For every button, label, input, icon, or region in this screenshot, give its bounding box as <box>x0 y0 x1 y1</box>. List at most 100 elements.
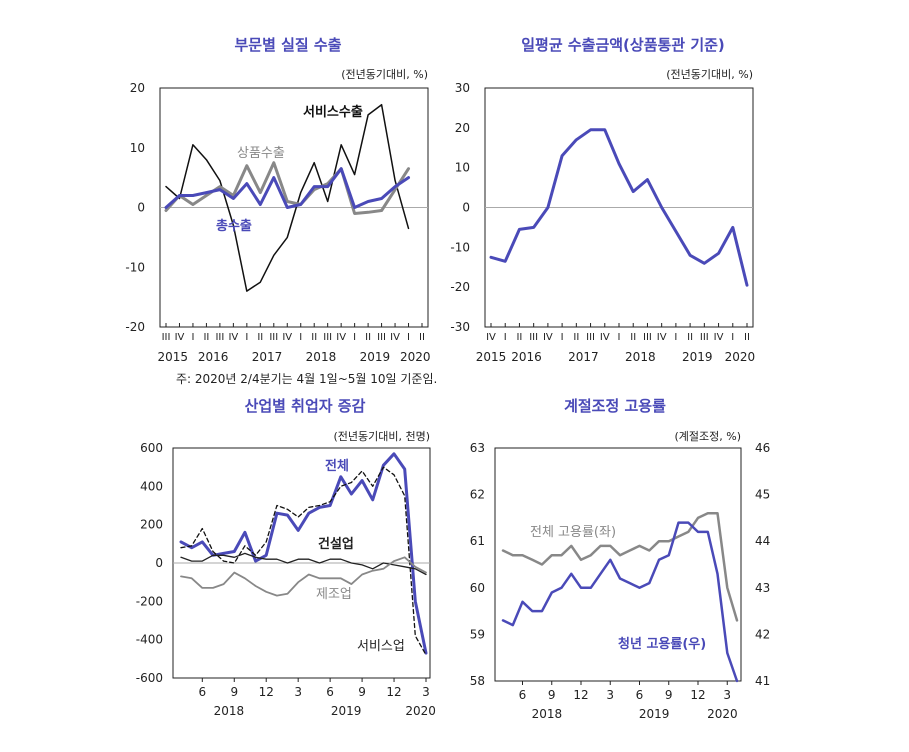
x-year-label: 2017 <box>252 350 283 364</box>
series-line-서비스업 <box>180 466 427 656</box>
x-tick-label: I <box>245 332 248 343</box>
x-tick-label: IV <box>228 332 238 343</box>
y-tick-label: -10 <box>450 240 470 254</box>
y-tick-label: -200 <box>136 594 163 608</box>
x-tick-label: 3 <box>422 685 430 699</box>
y-tick-label: 400 <box>140 479 163 493</box>
x-tick-label: III <box>700 332 709 343</box>
x-tick-label: II <box>365 332 371 343</box>
y-tick-label: -10 <box>125 260 145 274</box>
series-group <box>164 103 410 292</box>
x-year-label: 2019 <box>360 350 391 364</box>
y-tick-label: 20 <box>455 121 470 135</box>
x-tick-label: II <box>516 332 522 343</box>
x-tick-label: I <box>731 332 734 343</box>
label-youth-rate: 청년 고용률(우) <box>618 636 706 652</box>
series-line-제조업 <box>180 556 427 597</box>
footnote: 주: 2020년 2/4분기는 4월 1일~5월 10일 기준임. <box>176 372 437 386</box>
y-tick-label-right: 45 <box>755 488 770 502</box>
y-tick-label: -30 <box>450 320 470 334</box>
y-tick-label: 600 <box>140 441 163 455</box>
y-tick-label: 0 <box>462 201 470 215</box>
x-tick-label: I <box>407 332 410 343</box>
x-year-label: 2018 <box>214 704 245 718</box>
x-tick-label: IV <box>714 332 724 343</box>
y-tick-label-left: 61 <box>470 534 485 548</box>
x-tick-label: II <box>573 332 579 343</box>
y-tick-label: 0 <box>155 556 163 570</box>
series-line-건설업 <box>180 552 427 576</box>
chart-title: 계절조정 고용률 <box>564 397 666 415</box>
label-total-exports: 총수출 <box>216 218 252 234</box>
x-tick-label: II <box>744 332 750 343</box>
x-tick-label: I <box>299 332 302 343</box>
x-year-label: 2018 <box>306 350 337 364</box>
x-tick-label: I <box>674 332 677 343</box>
plot-frame <box>494 447 742 682</box>
x-tick-label: 9 <box>548 688 556 702</box>
x-tick-label: IV <box>543 332 553 343</box>
x-year-label: 2019 <box>639 707 670 721</box>
chart-unit: (전년동기대비, %) <box>666 68 753 81</box>
label-total-rate: 전체 고용률(좌) <box>530 525 616 540</box>
series-line-서비스수출 <box>165 103 410 292</box>
x-tick-label: 9 <box>665 688 673 702</box>
y-tick-label-left: 59 <box>470 627 485 641</box>
x-tick-label: 3 <box>723 688 731 702</box>
y-tick-label: -20 <box>125 320 145 334</box>
x-tick-label: I <box>191 332 194 343</box>
x-tick-label: III <box>586 332 595 343</box>
x-tick-label: II <box>257 332 263 343</box>
x-tick-label: III <box>643 332 652 343</box>
x-axis: 6 9 12 3 6 9 12 3 2018 2019 2020 <box>198 678 436 718</box>
x-year-label: 2020 <box>725 350 756 364</box>
x-tick-label: II <box>687 332 693 343</box>
series-group <box>501 511 739 683</box>
x-tick-label: I <box>561 332 564 343</box>
x-tick-label: III <box>323 332 332 343</box>
y-tick-label: -400 <box>136 633 163 647</box>
x-tick-label: IV <box>175 332 185 343</box>
chart-title: 산업별 취업자 증감 <box>245 397 366 415</box>
label-service-exports: 서비스수출 <box>303 104 363 120</box>
chart-unit: (전년동기대비, %) <box>341 68 428 81</box>
y-axis-right: 41 42 43 44 45 46 <box>755 441 770 688</box>
y-tick-label: 20 <box>130 81 145 95</box>
x-tick-label: IV <box>657 332 667 343</box>
x-year-label: 2017 <box>568 350 599 364</box>
x-tick-label: 12 <box>690 688 705 702</box>
x-tick-label: II <box>630 332 636 343</box>
x-year-label: 2020 <box>400 350 431 364</box>
x-year-label: 2019 <box>331 704 362 718</box>
x-tick-label: II <box>419 332 425 343</box>
series-group <box>179 452 428 656</box>
label-total: 전체 <box>325 458 349 474</box>
label-manufacturing: 제조업 <box>316 587 352 602</box>
label-services: 서비스업 <box>357 639 405 654</box>
x-year-label: 2016 <box>198 350 229 364</box>
x-tick-label: II <box>203 332 209 343</box>
x-tick-label: 9 <box>358 685 366 699</box>
x-tick-label: I <box>618 332 621 343</box>
series-line-전체 고용률(좌) <box>501 511 739 622</box>
y-tick-label: 0 <box>137 201 145 215</box>
label-goods-exports: 상품수출 <box>237 146 285 161</box>
x-tick-label: 12 <box>573 688 588 702</box>
y-axis: -600 -400 -200 0 200 400 600 <box>136 441 163 685</box>
x-tick-label: 3 <box>294 685 302 699</box>
y-tick-label-right: 43 <box>755 581 770 595</box>
y-tick-label: -600 <box>136 671 163 685</box>
x-tick-label: 6 <box>519 688 527 702</box>
x-year-label: 2020 <box>707 707 738 721</box>
series-line-일평균 수출금액 <box>489 128 749 287</box>
chart-unit: (계절조정, %) <box>674 430 741 443</box>
chart-title: 부문별 실질 수출 <box>234 36 341 54</box>
x-tick-label: I <box>353 332 356 343</box>
chart-employment-by-industry: 산업별 취업자 증감 (전년동기대비, 천명) -600 -400 -200 0 200… <box>136 397 436 718</box>
y-tick-label-right: 46 <box>755 441 770 455</box>
series-line-총수출 <box>164 167 410 209</box>
x-tick-label: IV <box>282 332 292 343</box>
x-tick-label: IV <box>390 332 400 343</box>
x-tick-label: I <box>504 332 507 343</box>
